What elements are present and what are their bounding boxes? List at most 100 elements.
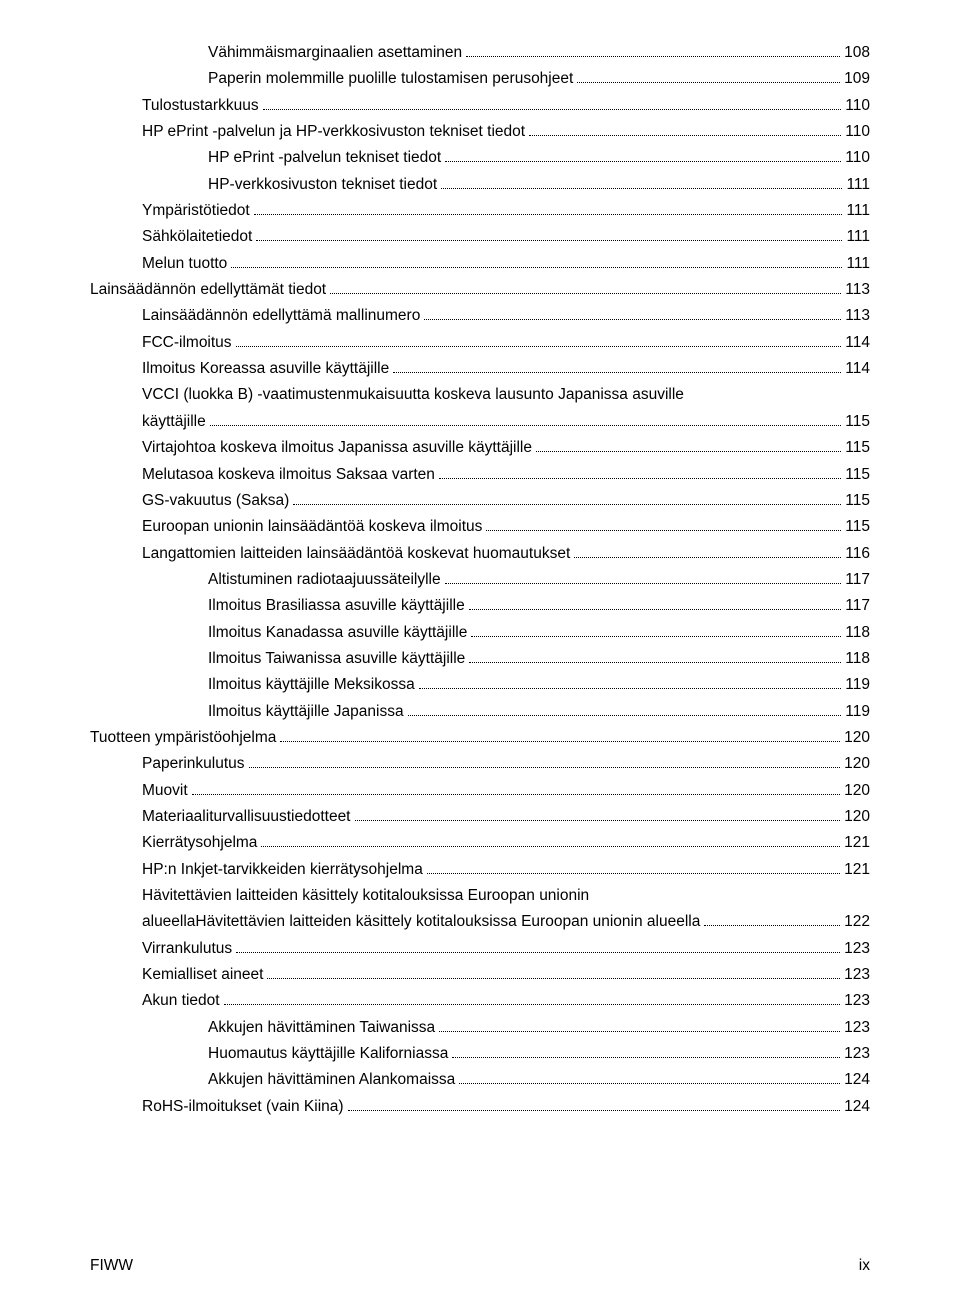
toc-label: Lainsäädännön edellyttämä mallinumero [142, 303, 420, 329]
toc-entry: Muovit120 [90, 778, 870, 804]
toc-page-number: 118 [845, 620, 870, 646]
toc-entry: RoHS-ilmoitukset (vain Kiina)124 [90, 1094, 870, 1120]
toc-label: Tuotteen ympäristöohjelma [90, 725, 276, 751]
toc-dot-leader [419, 674, 842, 689]
toc-page-number: 117 [845, 593, 870, 619]
toc-dot-leader [393, 358, 841, 373]
toc-label: HP ePrint -palvelun tekniset tiedot [208, 145, 441, 171]
toc-entry: Melun tuotto111 [90, 251, 870, 277]
footer-right: ix [859, 1257, 870, 1275]
toc-label: FCC-ilmoitus [142, 330, 232, 356]
toc-entry: Paperin molemmille puolille tulostamisen… [90, 66, 870, 92]
toc-entry: Virrankulutus 123 [90, 936, 870, 962]
toc-label: Ilmoitus Kanadassa asuville käyttäjille [208, 620, 467, 646]
toc-entry: Euroopan unionin lainsäädäntöä koskeva i… [90, 514, 870, 540]
toc-dot-leader [704, 911, 840, 926]
toc-page-number: 123 [844, 1015, 870, 1041]
toc-label: Altistuminen radiotaajuussäteilylle [208, 567, 441, 593]
toc-label: Ilmoitus Koreassa asuville käyttäjille [142, 356, 389, 382]
toc-page-number: 123 [844, 1041, 870, 1067]
toc-entry: Lainsäädännön edellyttämät tiedot113 [90, 277, 870, 303]
toc-entry: Tuotteen ympäristöohjelma 120 [90, 725, 870, 751]
toc-entry: Melutasoa koskeva ilmoitus Saksaa varten… [90, 462, 870, 488]
toc-label: käyttäjille [142, 409, 206, 435]
toc-entry: Akkujen hävittäminen Alankomaissa124 [90, 1067, 870, 1093]
toc-dot-leader [466, 42, 840, 57]
toc-page-number: 113 [845, 303, 870, 329]
toc-page-number: 121 [844, 857, 870, 883]
toc-entry: HP-verkkosivuston tekniset tiedot111 [90, 172, 870, 198]
toc-dot-leader [231, 253, 842, 268]
toc-entry: Hävitettävien laitteiden käsittely kotit… [90, 883, 870, 936]
toc-page-number: 121 [844, 830, 870, 856]
toc-dot-leader [408, 701, 842, 716]
toc-dot-leader [427, 859, 840, 874]
toc-page-number: 115 [845, 462, 870, 488]
toc-dot-leader [256, 226, 842, 241]
toc-entry: Materiaaliturvallisuustiedotteet120 [90, 804, 870, 830]
toc-label: Akun tiedot [142, 988, 220, 1014]
toc-dot-leader [439, 464, 841, 479]
toc-dot-leader [355, 806, 841, 821]
toc-label: HP:n Inkjet-tarvikkeiden kierrätysohjelm… [142, 857, 423, 883]
toc-dot-leader [254, 200, 843, 215]
toc-label: Ilmoitus käyttäjille Japanissa [208, 699, 404, 725]
toc-entry: Ilmoitus Taiwanissa asuville käyttäjille… [90, 646, 870, 672]
toc-page-number: 108 [844, 40, 870, 66]
toc-page-number: 113 [845, 277, 870, 303]
toc-dot-leader [452, 1043, 840, 1058]
toc-label: Akkujen hävittäminen Taiwanissa [208, 1015, 435, 1041]
toc-page-number: 123 [844, 936, 870, 962]
toc-entry: GS-vakuutus (Saksa)115 [90, 488, 870, 514]
toc-entry: Paperinkulutus120 [90, 751, 870, 777]
toc-label: HP-verkkosivuston tekniset tiedot [208, 172, 437, 198]
toc-label: VCCI (luokka B) -vaatimustenmukaisuutta … [142, 382, 870, 408]
toc-dot-leader [424, 306, 841, 321]
toc-label: Materiaaliturvallisuustiedotteet [142, 804, 351, 830]
toc-label: HP ePrint -palvelun ja HP-verkkosivuston… [142, 119, 525, 145]
toc-entry: Virtajohtoa koskeva ilmoitus Japanissa a… [90, 435, 870, 461]
toc-dot-leader [210, 411, 842, 426]
toc-page-number: 115 [845, 514, 870, 540]
toc-page-number: 115 [845, 409, 870, 435]
toc-label: Ilmoitus Brasiliassa asuville käyttäjill… [208, 593, 465, 619]
toc-dot-leader [441, 174, 842, 189]
toc-label: Langattomien laitteiden lainsäädäntöä ko… [142, 541, 570, 567]
toc-entry: Tulostustarkkuus110 [90, 93, 870, 119]
toc-dot-leader [469, 595, 842, 610]
toc-entry: HP ePrint -palvelun ja HP-verkkosivuston… [90, 119, 870, 145]
footer-left: FIWW [90, 1257, 133, 1275]
toc-label: Ympäristötiedot [142, 198, 250, 224]
toc-page-number: 118 [845, 646, 870, 672]
table-of-contents: Vähimmäismarginaalien asettaminen108Pape… [90, 40, 870, 1120]
toc-entry: Ilmoitus Koreassa asuville käyttäjille11… [90, 356, 870, 382]
toc-page-number: 123 [844, 962, 870, 988]
toc-page-number: 117 [845, 567, 870, 593]
toc-entry: Ilmoitus Kanadassa asuville käyttäjille 1… [90, 620, 870, 646]
toc-label: Kierrätysohjelma [142, 830, 257, 856]
toc-label: Muovit [142, 778, 188, 804]
toc-label: Ilmoitus käyttäjille Meksikossa [208, 672, 415, 698]
document-page: Vähimmäismarginaalien asettaminen108Pape… [0, 0, 960, 1309]
toc-label: Paperin molemmille puolille tulostamisen… [208, 66, 573, 92]
toc-dot-leader [348, 1096, 841, 1111]
toc-page-number: 122 [844, 909, 870, 935]
toc-entry: Ilmoitus käyttäjille Japanissa119 [90, 699, 870, 725]
toc-entry: Altistuminen radiotaajuussäteilylle 117 [90, 567, 870, 593]
toc-page-number: 120 [844, 725, 870, 751]
toc-label: Virrankulutus [142, 936, 232, 962]
toc-dot-leader [249, 753, 841, 768]
toc-entry: HP:n Inkjet-tarvikkeiden kierrätysohjelm… [90, 857, 870, 883]
toc-entry: Ilmoitus käyttäjille Meksikossa119 [90, 672, 870, 698]
toc-page-number: 110 [845, 145, 870, 171]
toc-label: Paperinkulutus [142, 751, 245, 777]
toc-entry: VCCI (luokka B) -vaatimustenmukaisuutta … [90, 382, 870, 435]
toc-dot-leader [236, 332, 842, 347]
toc-page-number: 115 [845, 435, 870, 461]
toc-label: Ilmoitus Taiwanissa asuville käyttäjille [208, 646, 465, 672]
toc-page-number: 124 [844, 1094, 870, 1120]
toc-dot-leader [529, 121, 841, 136]
toc-page-number: 124 [844, 1067, 870, 1093]
toc-label: Euroopan unionin lainsäädäntöä koskeva i… [142, 514, 482, 540]
toc-dot-leader [280, 727, 840, 742]
